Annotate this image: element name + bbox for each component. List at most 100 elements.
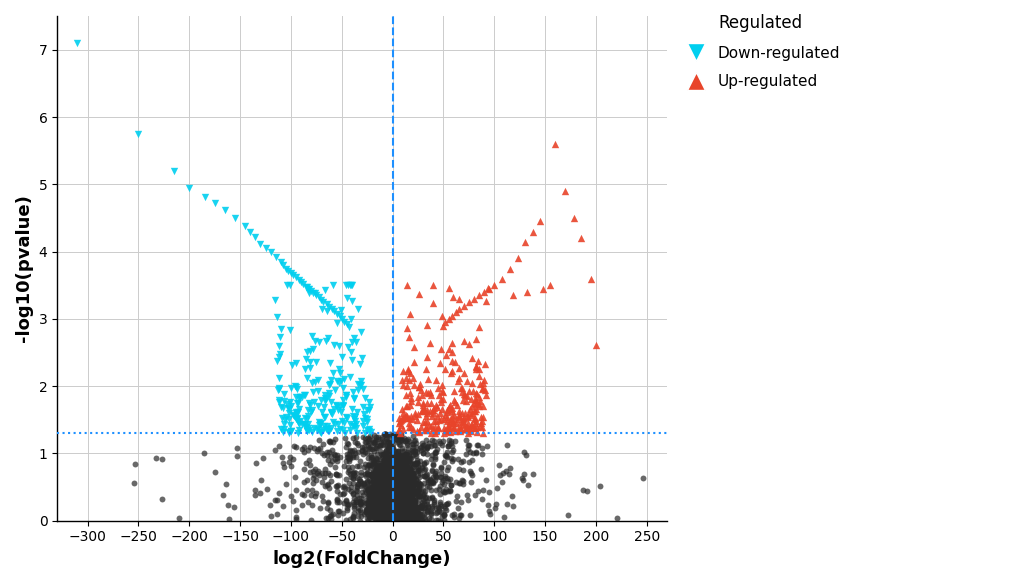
Point bbox=[482, 510, 498, 519]
Point bbox=[419, 449, 435, 459]
Point bbox=[389, 516, 406, 525]
Point bbox=[288, 413, 305, 423]
Point bbox=[464, 386, 480, 395]
Point bbox=[383, 490, 399, 499]
Point bbox=[398, 447, 415, 456]
Point bbox=[395, 470, 412, 480]
Point bbox=[411, 504, 427, 513]
Point bbox=[388, 466, 405, 475]
Point bbox=[380, 485, 396, 494]
Point bbox=[415, 443, 431, 452]
Point bbox=[410, 508, 426, 518]
Point bbox=[391, 510, 408, 519]
Point bbox=[386, 467, 403, 476]
Point bbox=[389, 495, 406, 504]
Point bbox=[390, 498, 407, 507]
Point bbox=[385, 514, 401, 523]
Point bbox=[395, 501, 412, 510]
Point bbox=[391, 504, 408, 514]
Point bbox=[346, 416, 363, 426]
Point bbox=[380, 502, 396, 511]
Point bbox=[388, 458, 405, 468]
Point bbox=[289, 399, 306, 408]
Point bbox=[368, 465, 384, 474]
Point bbox=[376, 483, 392, 492]
Point bbox=[405, 450, 421, 459]
Point bbox=[436, 425, 452, 434]
Point bbox=[391, 511, 408, 520]
Point bbox=[379, 490, 395, 499]
Point bbox=[387, 491, 404, 500]
Point bbox=[326, 462, 342, 472]
Point bbox=[354, 353, 370, 363]
Point bbox=[344, 469, 361, 478]
Point bbox=[396, 505, 413, 514]
Point bbox=[386, 515, 403, 525]
Point bbox=[385, 491, 401, 500]
Point bbox=[312, 427, 328, 436]
Point bbox=[383, 484, 399, 493]
Point bbox=[373, 511, 389, 520]
Point bbox=[431, 497, 447, 507]
Point bbox=[360, 491, 376, 501]
Point bbox=[360, 460, 376, 469]
Point bbox=[417, 493, 433, 503]
Point bbox=[393, 482, 410, 491]
Point bbox=[415, 448, 431, 458]
Point bbox=[387, 515, 404, 524]
Point bbox=[466, 490, 482, 500]
Point bbox=[467, 364, 483, 373]
Point bbox=[378, 472, 394, 482]
Point bbox=[337, 497, 354, 506]
Point bbox=[324, 446, 340, 455]
Point bbox=[387, 494, 404, 504]
Point bbox=[384, 505, 400, 515]
Point bbox=[406, 472, 422, 482]
Point bbox=[338, 452, 355, 461]
Point bbox=[450, 465, 467, 474]
Point bbox=[393, 475, 410, 484]
Point bbox=[387, 509, 404, 518]
Point bbox=[401, 310, 418, 319]
Point bbox=[376, 503, 392, 512]
Point bbox=[386, 491, 403, 501]
Point bbox=[328, 450, 344, 459]
Point bbox=[464, 421, 480, 430]
Point bbox=[301, 285, 317, 294]
Point bbox=[565, 213, 581, 223]
Point bbox=[381, 515, 397, 525]
Point bbox=[385, 493, 401, 502]
Point bbox=[411, 491, 427, 501]
Point bbox=[384, 501, 400, 511]
Point bbox=[434, 405, 450, 414]
Point bbox=[365, 456, 381, 465]
Point bbox=[395, 501, 412, 510]
Point bbox=[376, 490, 392, 500]
Point bbox=[405, 469, 421, 478]
Point bbox=[355, 450, 371, 459]
Point bbox=[391, 459, 408, 468]
Point bbox=[388, 489, 405, 498]
Point bbox=[411, 515, 427, 524]
Point bbox=[321, 447, 337, 456]
Point bbox=[365, 472, 381, 481]
Point bbox=[357, 447, 373, 456]
Point bbox=[425, 403, 441, 413]
Point bbox=[353, 511, 369, 521]
Point bbox=[341, 469, 358, 479]
Point bbox=[426, 422, 442, 431]
Point bbox=[368, 469, 384, 478]
Point bbox=[435, 415, 451, 424]
Point bbox=[407, 489, 423, 498]
Point bbox=[460, 412, 476, 422]
Point bbox=[386, 473, 403, 482]
Point bbox=[374, 504, 390, 513]
Point bbox=[406, 473, 422, 483]
Point bbox=[366, 492, 382, 501]
Point bbox=[461, 441, 477, 450]
Point bbox=[389, 497, 406, 507]
Point bbox=[279, 266, 296, 275]
Point bbox=[384, 506, 400, 515]
Point bbox=[399, 501, 416, 510]
Point bbox=[388, 490, 405, 499]
